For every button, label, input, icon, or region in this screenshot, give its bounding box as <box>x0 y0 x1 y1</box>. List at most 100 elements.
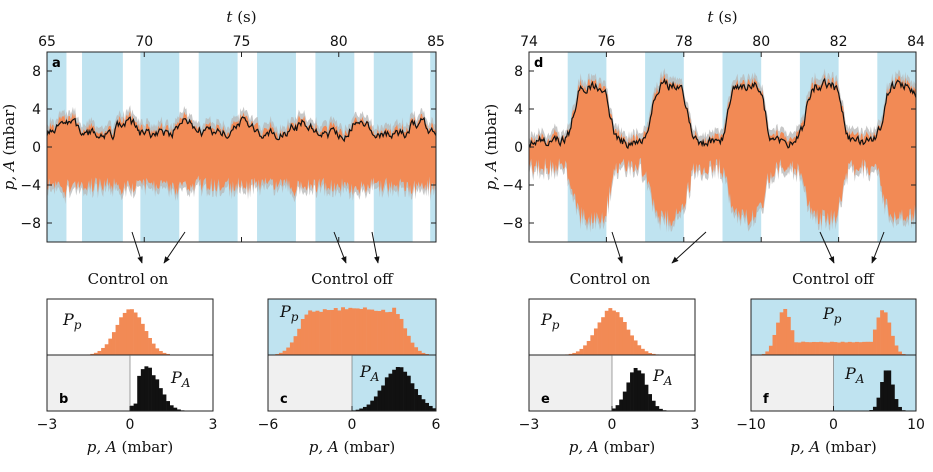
pp-bar-c-22 <box>348 307 353 355</box>
amplitude-line-d <box>528 77 917 150</box>
panel-label-c: c <box>280 392 288 407</box>
pp-bar-f-13 <box>797 342 802 355</box>
pa-bar-e-27 <box>626 382 631 411</box>
pa-bar-b-24 <box>133 403 138 411</box>
xtick-label-d-5: 84 <box>907 34 925 50</box>
panel-label-d: d <box>534 56 543 71</box>
amplitude-line-a <box>46 116 437 143</box>
ytick-label-a-2: 0 <box>32 140 41 156</box>
arrow-off-right-2 <box>871 231 885 264</box>
pp-bar-e-22 <box>608 308 613 355</box>
pa-bar-e-26 <box>622 391 627 411</box>
pp-bar-f-30 <box>858 342 863 355</box>
pa-background-f <box>833 355 916 411</box>
pp-bar-c-41 <box>417 350 422 355</box>
pa-bar-e-25 <box>619 399 624 411</box>
pp-bar-c-33 <box>388 311 393 355</box>
xtick-label-f-2: 10 <box>907 417 925 433</box>
pp-bar-b-17 <box>108 338 113 355</box>
xtick-label-d-0: 74 <box>520 34 538 50</box>
pp-bar-b-14 <box>97 350 102 355</box>
pp-bar-f-42 <box>901 353 906 355</box>
pa-bar-c-34 <box>392 369 397 411</box>
pp-bar-c-37 <box>403 328 408 355</box>
pa-bar-b-34 <box>169 405 174 411</box>
xtick-label-a-2: 75 <box>233 34 251 50</box>
y-axis-title-d: p, A (mbar) <box>482 104 500 190</box>
xtick-label-a-0: 65 <box>38 34 56 50</box>
pp-bar-c-27 <box>366 309 371 355</box>
control-on-label-left: Control on <box>88 270 169 288</box>
pp-bar-b-16 <box>104 344 109 355</box>
pp-bar-b-32 <box>162 352 167 355</box>
pp-bar-c-14 <box>319 311 324 355</box>
pp-bar-c-29 <box>373 310 378 355</box>
pp-bar-c-4 <box>282 350 287 355</box>
panel-label-b: b <box>59 392 68 407</box>
pp-bar-f-4 <box>765 351 770 355</box>
timeseries-panel-a: 65 70 75 80 85 8 4 0 −4 −8 a <box>20 34 445 243</box>
control-off-label-right: Control off <box>792 270 875 288</box>
pa-bar-c-40 <box>414 389 419 411</box>
pp-bar-f-21 <box>826 342 831 355</box>
pp-bar-f-18 <box>815 342 820 355</box>
histogram-panel-c: −6 0 6 c <box>258 298 441 433</box>
xtick-label-e-1: 0 <box>608 417 617 433</box>
panel-label-a: a <box>52 56 61 71</box>
xtick-label-e-0: −3 <box>519 417 540 433</box>
pp-bar-e-15 <box>583 345 588 355</box>
pa-bar-c-31 <box>381 385 386 411</box>
pp-bar-f-31 <box>862 341 867 355</box>
pp-bar-e-16 <box>586 340 591 355</box>
arrow-off-left-1 <box>333 231 347 264</box>
pp-bar-e-26 <box>622 321 627 355</box>
pp-bar-c-42 <box>421 352 426 355</box>
pp-bar-f-20 <box>822 342 827 355</box>
pp-bar-e-29 <box>633 340 638 355</box>
pp-bar-f-41 <box>898 351 902 355</box>
pp-bar-f-26 <box>844 342 849 355</box>
pp-bar-f-37 <box>883 312 888 355</box>
pp-bar-c-36 <box>399 318 404 355</box>
pa-negative-background-b <box>47 355 130 411</box>
pp-bar-c-16 <box>326 310 331 355</box>
pp-bar-e-32 <box>644 351 649 355</box>
pa-bar-f-39 <box>890 384 895 411</box>
pressure-fill-a <box>47 110 436 199</box>
arrow-on-left-1 <box>131 231 143 264</box>
pp-bar-e-23 <box>612 310 616 355</box>
pa-bar-c-45 <box>432 408 437 411</box>
pp-bar-b-23 <box>130 309 134 355</box>
pp-bar-f-36 <box>880 310 885 355</box>
pp-bar-b-27 <box>144 331 149 355</box>
pa-bar-f-40 <box>894 399 899 411</box>
pa-bar-f-38 <box>887 370 892 411</box>
pa-bar-c-36 <box>399 367 404 411</box>
pa-bar-e-30 <box>637 370 642 411</box>
pa-label-c: PA <box>359 362 380 384</box>
pp-bar-f-35 <box>876 317 881 355</box>
x-axis-title-c: p, A (mbar) <box>309 438 395 456</box>
pa-bar-c-27 <box>366 404 371 411</box>
ytick-label-a-0: 8 <box>32 64 41 80</box>
pp-bar-f-22 <box>829 341 834 355</box>
pp-bar-f-16 <box>808 342 813 355</box>
pp-bar-f-12 <box>794 342 798 355</box>
xtick-label-f-1: 0 <box>829 417 838 433</box>
pp-bar-f-19 <box>819 341 824 355</box>
ytick-label-d-0: 8 <box>514 64 523 80</box>
pa-label-b: PA <box>170 368 191 390</box>
xtick-label-a-4: 85 <box>427 34 445 50</box>
xtick-label-d-2: 78 <box>675 34 693 50</box>
pp-bar-b-19 <box>115 324 120 355</box>
pa-bar-e-31 <box>640 373 645 411</box>
pp-bar-c-3 <box>278 352 283 355</box>
pa-negative-background-f <box>751 355 834 411</box>
pa-bar-c-30 <box>377 390 382 411</box>
pp-bar-e-30 <box>637 345 642 355</box>
pp-bar-b-30 <box>155 348 160 355</box>
pa-bar-e-32 <box>644 384 649 411</box>
panel-label-f: f <box>763 392 769 407</box>
pp-bar-c-25 <box>359 308 364 355</box>
pp-bar-c-32 <box>384 312 389 355</box>
